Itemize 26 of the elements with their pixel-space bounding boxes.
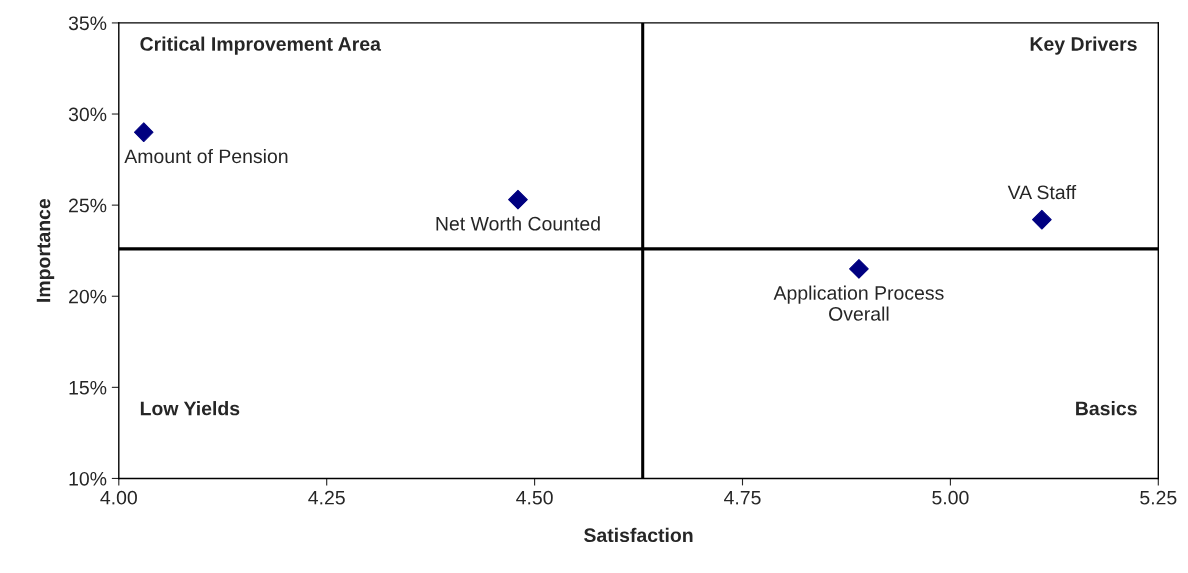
y-tick-label: 10% [69,471,107,486]
point [133,122,154,143]
x-tick-label: 4.00 [100,490,137,505]
x-tick-label: 4.25 [308,490,345,505]
point [1032,209,1052,230]
annotation: Application Process Overall [773,285,944,321]
x-tick-label: 5.25 [1140,490,1177,505]
point [508,189,528,210]
y-tick-label: 30% [68,107,107,122]
y-tick-label: 25% [69,198,107,213]
x-tick-label: 5.00 [932,490,969,505]
annotation: Key Drivers [1030,36,1137,55]
annotation: Net Worth Counted [436,216,600,231]
y-tick-label: 20% [69,289,107,304]
x-tick-label: 4.50 [516,490,553,505]
annotation: Amount of Pension [124,148,288,164]
point [849,259,869,279]
y-axis-title: Importance [36,198,55,302]
y-tick-label: 15% [69,380,107,395]
x-tick-label: 4.75 [724,490,761,505]
x-axis-title: Satisfaction [584,527,693,543]
annotation: Critical Improvement Area [140,36,382,55]
annotation: Low Yields [140,401,240,416]
annotation: VA Staff [1007,184,1077,200]
annotation: Basics [1076,401,1137,416]
y-tick-label: 35% [68,16,107,31]
